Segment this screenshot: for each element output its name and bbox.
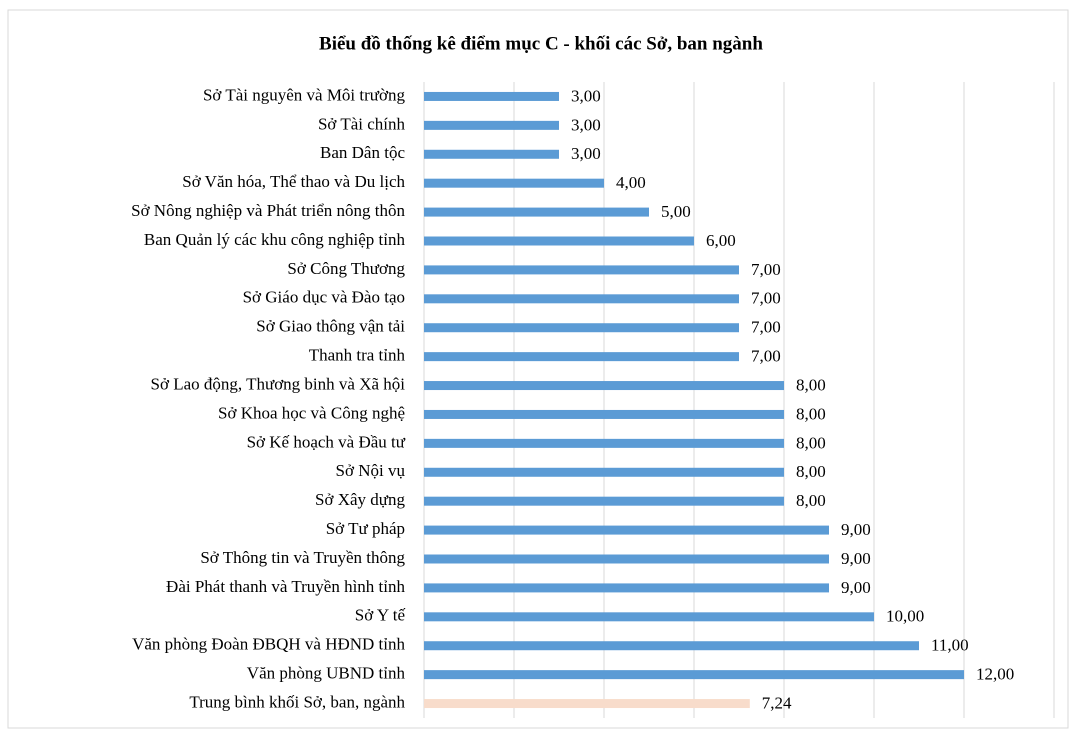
bar (424, 467, 784, 477)
y-tick-label: Sở Nông nghiệp và Phát triển nông thôn (131, 201, 405, 220)
y-tick-label: Sở Công Thương (287, 259, 405, 278)
data-label: 9,00 (841, 578, 871, 597)
y-tick-label: Sở Khoa học và Công nghệ (218, 403, 405, 422)
bar (424, 670, 964, 680)
bar (424, 91, 559, 101)
y-tick-label: Sở Y tế (355, 606, 406, 625)
data-label: 3,00 (571, 86, 601, 105)
y-tick-label: Đài Phát thanh và Truyền hình tỉnh (166, 577, 405, 596)
bar (424, 612, 874, 622)
bar (424, 265, 739, 275)
data-label: 7,00 (751, 289, 781, 308)
data-label: 3,00 (571, 115, 601, 134)
bar (424, 207, 649, 217)
y-tick-label: Sở Tài nguyên và Môi trường (203, 85, 406, 104)
bar (424, 554, 829, 564)
data-label: 7,00 (751, 347, 781, 366)
data-label: 12,00 (976, 665, 1014, 684)
data-label: 8,00 (796, 375, 826, 394)
y-tick-label: Sở Thông tin và Truyền thông (200, 548, 405, 567)
bar (424, 381, 784, 391)
y-tick-label: Sở Nội vụ (336, 461, 406, 480)
bar (424, 323, 739, 333)
data-label: 7,24 (762, 693, 792, 712)
y-tick-label: Sở Xây dựng (315, 490, 405, 509)
data-label: 8,00 (796, 433, 826, 452)
y-tick-label: Ban Dân tộc (320, 143, 405, 162)
y-tick-label: Sở Lao động, Thương binh và Xã hội (151, 374, 406, 393)
chart-title: Biểu đồ thống kê điểm mục C - khối các S… (319, 33, 763, 54)
bar (424, 236, 694, 246)
data-label: 8,00 (796, 491, 826, 510)
y-tick-label: Văn phòng UBND tỉnh (247, 664, 406, 683)
y-tick-label: Sở Kế hoạch và Đầu tư (247, 432, 406, 451)
data-label: 9,00 (841, 520, 871, 539)
data-label: 6,00 (706, 231, 736, 250)
data-label: 10,00 (886, 607, 924, 626)
y-tick-label: Văn phòng Đoàn ĐBQH và HĐND tỉnh (132, 635, 405, 654)
y-tick-label: Ban Quản lý các khu công nghiệp tỉnh (144, 230, 406, 249)
bar (424, 149, 559, 159)
bar (424, 496, 784, 506)
data-label: 11,00 (931, 636, 969, 655)
bar (424, 352, 739, 362)
data-label: 8,00 (796, 404, 826, 423)
y-tick-label: Sở Giáo dục và Đào tạo (243, 288, 405, 307)
bar (424, 178, 604, 188)
data-label: 9,00 (841, 549, 871, 568)
bar (424, 120, 559, 130)
bar (424, 294, 739, 304)
bar (424, 641, 919, 651)
data-label: 5,00 (661, 202, 691, 221)
bar (424, 583, 829, 593)
y-tick-label: Trung bình khối Sở, ban, ngành (189, 692, 405, 711)
bar (424, 699, 750, 709)
y-tick-label: Sở Văn hóa, Thể thao và Du lịch (182, 172, 405, 191)
y-tick-label: Sở Tài chính (318, 114, 406, 133)
data-label: 7,00 (751, 260, 781, 279)
data-label: 8,00 (796, 462, 826, 481)
data-label: 3,00 (571, 144, 601, 163)
y-tick-label: Sở Giao thông vận tải (256, 317, 405, 336)
bar (424, 409, 784, 419)
y-tick-label: Thanh tra tỉnh (309, 346, 406, 365)
bar (424, 525, 829, 535)
data-label: 7,00 (751, 318, 781, 337)
bar (424, 438, 784, 448)
data-label: 4,00 (616, 173, 646, 192)
y-tick-label: Sở Tư pháp (326, 519, 405, 538)
